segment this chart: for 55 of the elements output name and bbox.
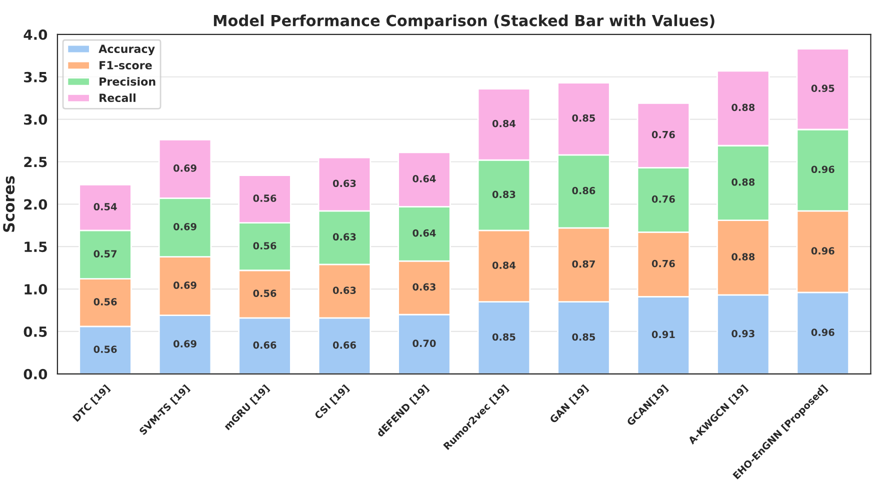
y-tick-label: 1.0: [24, 284, 48, 295]
y-axis-title: Scores: [3, 176, 15, 232]
data-label: 0.76: [652, 260, 675, 268]
y-tick-label: 3.5: [24, 72, 47, 82]
data-label: 0.84: [492, 120, 516, 128]
data-label: 0.64: [412, 175, 436, 182]
data-label: 0.88: [732, 178, 755, 186]
data-label: 0.91: [652, 330, 675, 338]
data-label: 0.95: [811, 84, 834, 92]
data-label: 0.85: [492, 333, 516, 341]
data-label: 0.63: [332, 180, 356, 188]
data-label: 0.83: [492, 190, 516, 198]
data-label: 0.76: [652, 130, 675, 138]
data-label: 0.85: [572, 333, 596, 341]
data-label: 0.88: [732, 253, 755, 260]
legend-label: Precision: [100, 77, 156, 86]
data-label: 0.69: [174, 340, 196, 348]
data-label: 0.56: [253, 194, 276, 202]
data-label: 0.63: [332, 286, 356, 294]
data-label: 0.56: [253, 290, 276, 297]
y-tick-label: 2.0: [24, 199, 48, 210]
data-label: 0.66: [332, 341, 356, 349]
data-label: 0.70: [412, 340, 436, 348]
y-tick-label: 1.5: [24, 242, 47, 252]
data-label: 0.54: [94, 203, 117, 210]
data-label: 0.86: [572, 186, 596, 194]
data-label: 0.87: [572, 260, 595, 268]
data-label: 0.66: [253, 341, 276, 349]
y-tick-label: 0.5: [24, 326, 47, 337]
data-label: 0.93: [732, 330, 754, 338]
data-label: 0.56: [94, 346, 117, 353]
y-tick-label: 4.0: [24, 29, 48, 40]
data-label: 0.64: [412, 229, 436, 237]
data-label: 0.69: [174, 222, 196, 230]
legend-label: Accuracy: [98, 44, 155, 56]
data-label: 0.56: [253, 242, 276, 250]
data-label: 0.96: [811, 328, 834, 336]
legend-label: Recall: [100, 93, 136, 102]
data-label: 0.96: [811, 247, 834, 255]
legend-label: F1-score: [100, 61, 152, 70]
data-label: 0.96: [811, 166, 834, 174]
data-label: 0.85: [572, 114, 596, 122]
data-label: 0.63: [412, 283, 436, 291]
data-label: 0.56: [94, 298, 117, 306]
y-tick-label: 3.0: [24, 114, 48, 125]
data-label: 0.69: [174, 164, 196, 172]
data-label: 0.84: [492, 262, 516, 269]
data-label: 0.76: [652, 195, 675, 203]
y-tick-label: 2.5: [24, 156, 47, 168]
data-label: 0.57: [94, 250, 117, 258]
data-label: 0.88: [732, 104, 755, 112]
data-label: 0.63: [332, 233, 356, 241]
chart-title: Model Performance Comparison (Stacked Bar with Values): [214, 14, 714, 30]
data-label: 0.69: [174, 282, 196, 289]
y-tick-label: 0.0: [24, 368, 48, 380]
